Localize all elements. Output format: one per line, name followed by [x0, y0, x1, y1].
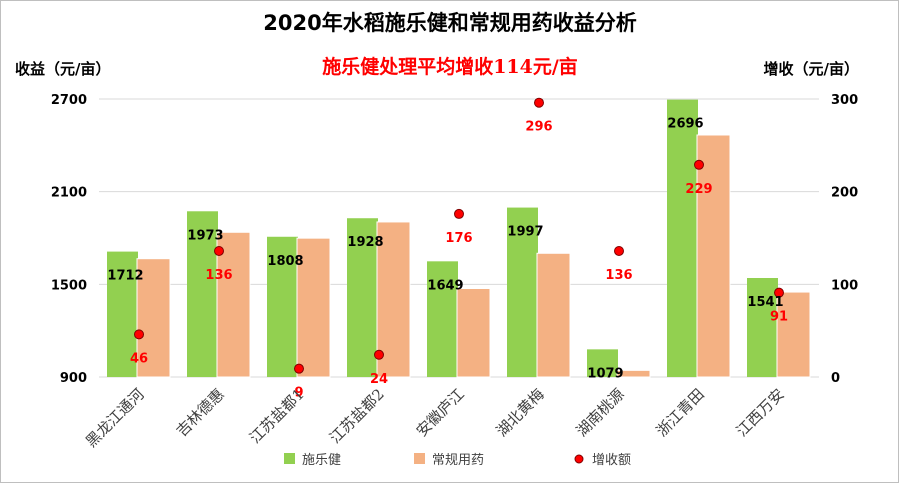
bar-changgui — [376, 221, 411, 378]
bar-shilejian — [507, 207, 538, 377]
legend-label: 常规用药 — [432, 453, 484, 468]
y2-axis-title: 增收（元/亩） — [764, 60, 859, 78]
increase-value-label: 136 — [205, 268, 232, 283]
increase-point — [374, 349, 384, 360]
bar-shilejian — [667, 99, 698, 378]
increase-value-label: 229 — [685, 182, 712, 197]
increase-point — [774, 287, 784, 298]
bar-value-label: 1079 — [587, 366, 623, 381]
y-tick-label: 1500 — [51, 278, 87, 293]
y-tick-label: 900 — [60, 371, 87, 386]
y2-axis-ticks: 0 100 200 300 — [831, 93, 858, 386]
increase-point — [294, 363, 304, 374]
increase-value-label: 296 — [525, 120, 552, 135]
bar-changgui — [456, 288, 491, 378]
y2-tick-label: 0 — [831, 371, 840, 386]
bar-value-label: 1973 — [187, 228, 223, 243]
legend-label: 施乐健 — [302, 453, 341, 468]
bar-value-label: 1928 — [347, 235, 383, 250]
increase-point — [534, 97, 544, 108]
y-tick-label: 2100 — [51, 186, 87, 201]
bar-shilejian — [187, 211, 218, 377]
y2-tick-label: 300 — [831, 93, 858, 108]
y-axis-ticks: 900 1500 2100 2700 — [51, 93, 87, 386]
bar-shilejian — [747, 278, 778, 377]
chart-subtitle: 施乐健处理平均增收114元/亩 — [322, 55, 578, 78]
x-category-label: 湖南桃源 — [573, 385, 628, 440]
x-category-label: 吉林德惠 — [173, 385, 228, 440]
bar-changgui — [536, 252, 571, 378]
bar-series — [107, 99, 811, 378]
bar-shilejian — [267, 236, 298, 377]
legend-swatch — [284, 453, 295, 464]
bar-changgui — [696, 134, 731, 378]
x-category-label: 浙江青田 — [653, 385, 708, 440]
x-category-label: 湖北黄梅 — [493, 385, 548, 440]
increase-value-label: 136 — [605, 268, 632, 283]
bar-value-label: 1808 — [267, 254, 303, 269]
x-category-label: 黑龙江通河 — [82, 385, 148, 451]
y2-tick-label: 200 — [831, 186, 858, 201]
bar-value-label: 1712 — [107, 269, 143, 284]
data-labels: 1712 46 1973 136 1808 9 1928 24 1649 176 1997 296 10… — [107, 117, 788, 401]
x-category-label: 江苏盐都2 — [326, 385, 388, 447]
legend-marker — [574, 454, 584, 464]
legend-label: 增收额 — [592, 453, 631, 468]
bar-changgui — [136, 258, 171, 378]
increase-point — [614, 245, 624, 256]
y-tick-label: 2700 — [51, 93, 87, 108]
increase-value-label: 9 — [294, 386, 303, 401]
increase-point — [694, 159, 704, 170]
x-axis-categories: 黑龙江通河 吉林德惠 江苏盐都1 江苏盐都2 安徽庐江 湖北黄梅 湖南桃源 浙江青田 江西万安 — [82, 385, 788, 451]
increase-value-label: 24 — [370, 372, 388, 387]
x-category-label: 江西万安 — [733, 385, 788, 440]
increase-point — [454, 208, 464, 219]
bar-value-label: 1649 — [427, 278, 463, 293]
bar-value-label: 2696 — [667, 117, 703, 132]
chart-title: 2020年水稻施乐健和常规用药收益分析 — [263, 11, 636, 35]
increase-point — [214, 245, 224, 256]
y-axis-title: 收益（元/亩） — [15, 60, 110, 78]
bar-changgui — [776, 291, 811, 378]
bar-shilejian — [107, 251, 138, 377]
bar-shilejian — [347, 218, 378, 377]
bar-shilejian — [427, 261, 458, 377]
x-category-label: 安徽庐江 — [413, 385, 468, 440]
increase-point — [134, 329, 144, 340]
bar-changgui — [616, 369, 651, 378]
increase-value-label: 176 — [445, 231, 472, 246]
legend: 施乐健 常规用药 增收额 — [284, 453, 631, 468]
legend-swatch — [414, 453, 425, 464]
x-category-label: 江苏盐都1 — [246, 385, 308, 447]
bar-shilejian — [587, 349, 618, 377]
bar-value-label: 1997 — [507, 225, 543, 240]
y2-tick-label: 100 — [831, 278, 858, 293]
increase-value-label: 46 — [130, 351, 148, 366]
scatter-series — [134, 97, 784, 374]
bar-value-label: 1541 — [747, 295, 783, 310]
bar-changgui — [216, 231, 251, 378]
bar-changgui — [296, 237, 331, 378]
increase-value-label: 91 — [770, 310, 788, 325]
